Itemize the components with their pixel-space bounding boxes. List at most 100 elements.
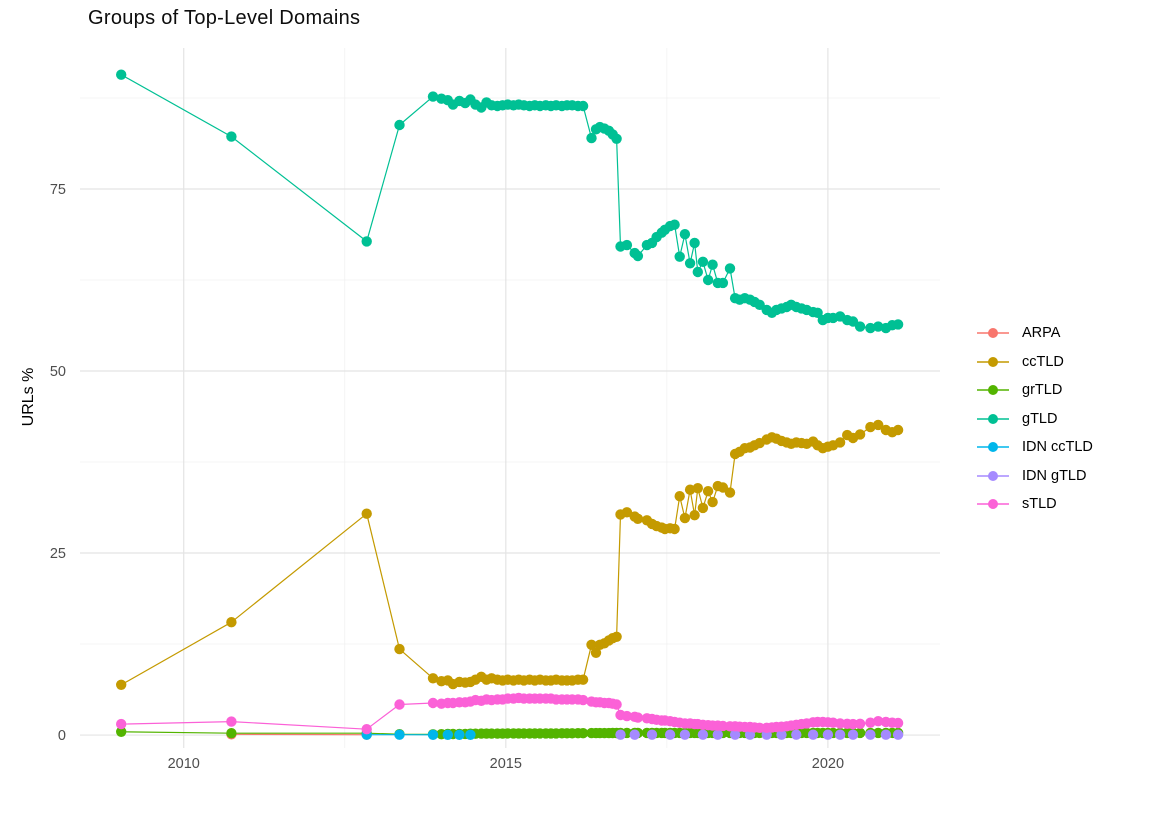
data-point-ccTLD [621,507,633,518]
data-point-gTLD [702,274,714,286]
legend-label: grTLD [1022,382,1063,399]
legend-key-dot [988,442,998,453]
data-point-ccTLD [697,502,709,514]
legend-item-grTLD: grTLD [976,376,1093,405]
legend-item-IDN-ccTLD: IDN ccTLD [976,433,1093,462]
data-point-IDN-ccTLD [394,729,405,740]
data-point-sTLD [577,694,589,706]
legend-label: ARPA [1022,325,1061,342]
data-point-gTLD [873,321,884,332]
data-point-sTLD [892,717,904,729]
data-point-IDN-ccTLD [427,729,439,740]
data-point-gTLD [717,277,729,289]
y-tick-label: 25 [50,546,66,562]
data-point-IDN-gTLD [712,729,723,740]
data-point-ccTLD [702,486,714,497]
data-point-gTLD [361,236,372,247]
data-point-gTLD [892,319,904,330]
data-point-gTLD [116,69,127,80]
data-point-ccTLD [834,437,846,448]
legend-key-icon [977,328,1009,339]
data-point-sTLD [427,697,439,709]
data-point-IDN-gTLD [776,729,787,740]
data-point-IDN-gTLD [629,729,640,740]
data-point-sTLD [394,699,405,710]
data-point-IDN-gTLD [679,729,691,740]
data-point-gTLD [865,322,876,334]
data-point-ccTLD [586,639,597,650]
data-point-gTLD [586,132,597,144]
data-point-gTLD [679,229,691,240]
legend-key-icon [977,356,1009,367]
data-point-ccTLD [679,512,691,524]
data-point-gTLD [812,307,823,318]
data-point-IDN-gTLD [646,729,658,740]
data-point-gTLD [854,321,866,332]
legend-item-ARPA: ARPA [976,319,1093,348]
x-tick-label: 2015 [490,756,522,772]
data-point-IDN-ccTLD [465,729,476,740]
legend-item-ccTLD: ccTLD [976,348,1093,377]
x-tick-label: 2010 [168,756,200,772]
series-line-gTLD [120,74,899,329]
legend-key-dot [988,470,998,481]
legend-key-dot [988,413,998,424]
data-point-IDN-gTLD [791,729,802,740]
data-point-IDN-gTLD [892,729,904,740]
data-point-IDN-ccTLD [454,729,465,740]
legend-item-sTLD: sTLD [976,490,1093,519]
data-point-IDN-gTLD [615,729,626,740]
data-point-IDN-gTLD [729,729,741,740]
legend: ARPA ccTLD grTLD gTLD IDN ccTLD IDN gTLD sTLD [976,319,1093,519]
y-tick-label: 50 [50,364,66,380]
data-point-ccTLD [724,487,736,498]
data-point-ccTLD [632,513,644,524]
data-point-gTLD [697,256,709,267]
y-axis-label: URLs % [20,367,37,427]
legend-label: IDN ccTLD [1022,439,1093,456]
data-point-gTLD [226,131,237,142]
data-point-IDN-gTLD [664,729,676,740]
data-point-sTLD [632,712,644,723]
legend-label: gTLD [1022,410,1058,427]
data-point-gTLD [632,250,644,262]
legend-label: ccTLD [1022,353,1064,370]
data-point-ccTLD [361,508,372,519]
data-point-ccTLD [684,484,696,495]
data-point-grTLD [577,728,589,739]
data-point-ccTLD [226,617,237,628]
y-tick-label: 75 [50,182,66,198]
series-line-ccTLD [120,424,899,686]
data-point-sTLD [873,716,884,727]
data-point-sTLD [865,717,876,728]
legend-key-dot [988,356,998,367]
data-point-IDN-gTLD [822,729,834,740]
data-point-ccTLD [611,631,622,642]
data-point-ccTLD [892,424,904,436]
legend-label: sTLD [1022,496,1057,513]
data-point-sTLD [226,716,237,727]
data-point-sTLD [621,710,633,722]
data-point-ccTLD [427,673,439,684]
data-point-gTLD [611,133,622,144]
data-point-IDN-gTLD [834,729,846,740]
y-tick-label: 0 [58,728,66,744]
legend-key-icon [977,413,1009,424]
data-point-ccTLD [692,483,703,494]
data-point-ccTLD [590,647,602,658]
data-point-ccTLD [577,674,589,685]
data-point-sTLD [361,724,372,735]
data-point-gTLD [707,259,718,270]
legend-label: IDN gTLD [1022,467,1087,484]
legend-key-icon [977,385,1009,396]
legend-item-gTLD: gTLD [976,405,1093,434]
data-point-sTLD [116,718,127,730]
data-point-gTLD [724,263,736,274]
data-point-gTLD [692,266,703,278]
x-tick-label: 2020 [812,756,844,772]
legend-key-dot [988,385,998,396]
data-point-ccTLD [865,421,876,433]
data-point-gTLD [577,100,589,112]
legend-item-IDN-gTLD: IDN gTLD [976,462,1093,491]
